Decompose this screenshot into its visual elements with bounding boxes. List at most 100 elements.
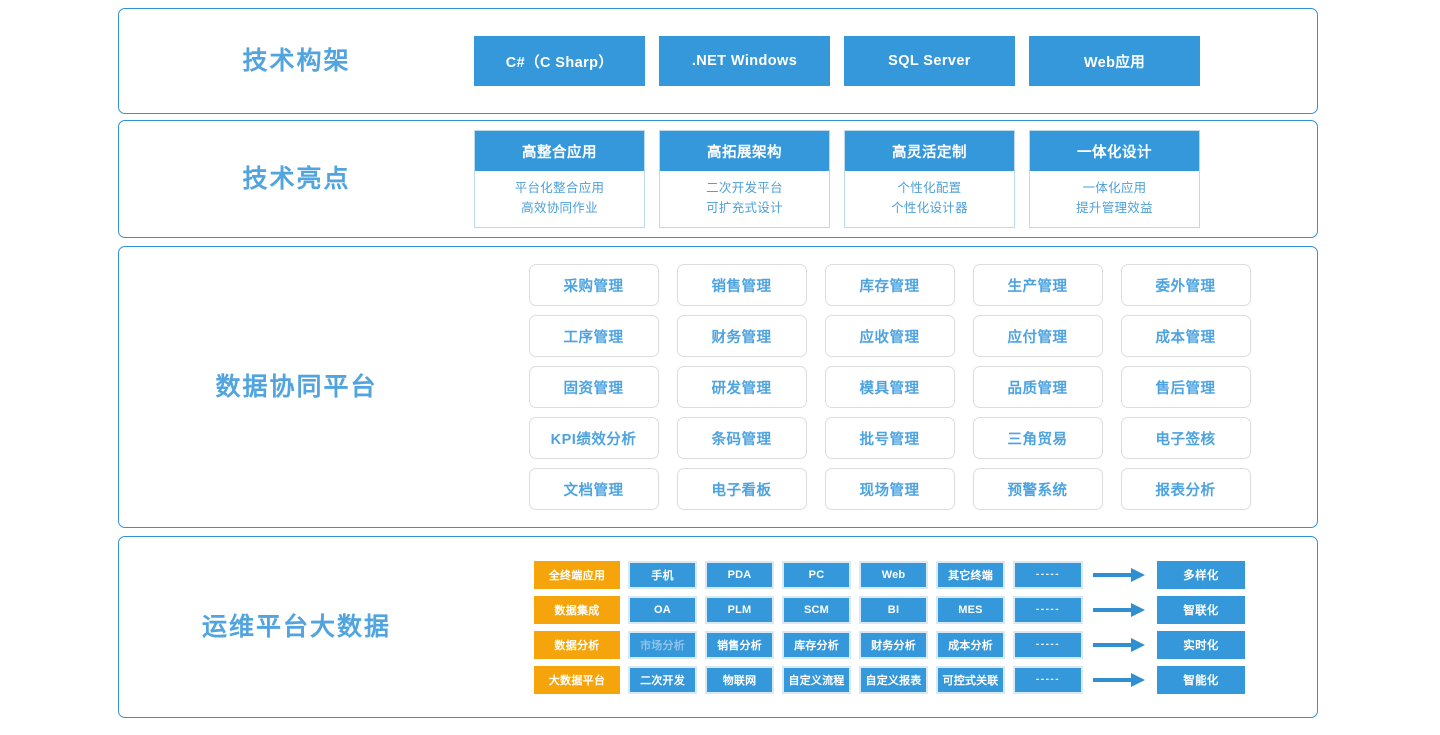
big-data-row: 数据集成 OA PLM SCM BI MES ----- 智联化 [534,595,1245,624]
highlight-card[interactable]: 高整合应用 平台化整合应用 高效协同作业 [474,130,645,228]
section-technical-architecture: 技术构架 C#（C Sharp） .NET Windows SQL Server… [118,8,1318,114]
big-data-grid: 全终端应用 手机 PDA PC Web 其它终端 ----- 多样化 数据集成 [474,560,1317,694]
big-data-outcome[interactable]: 实时化 [1157,630,1245,659]
highlight-card-list: 高整合应用 平台化整合应用 高效协同作业 高拓展架构 二次开发平台 可扩充式设计… [474,130,1317,228]
module-chip[interactable]: 批号管理 [824,417,955,459]
highlight-card-line: 二次开发平台 [706,181,783,195]
highlight-card-head: 高整合应用 [475,131,644,171]
module-row: 工序管理 财务管理 应收管理 应付管理 成本管理 [528,315,1251,357]
big-data-row-label: 大数据平台 [534,665,620,694]
section-title-highlights: 技术亮点 [242,165,351,193]
module-row: 文档管理 电子看板 现场管理 预警系统 报表分析 [528,468,1251,510]
highlight-card[interactable]: 一体化设计 一体化应用 提升管理效益 [1029,130,1200,228]
big-data-row-label: 全终端应用 [534,560,620,589]
module-chip[interactable]: 电子看板 [676,468,807,510]
big-data-cell-more[interactable]: ----- [1013,630,1083,659]
module-chip[interactable]: 固资管理 [528,366,659,408]
module-chip[interactable]: 现场管理 [824,468,955,510]
arrow-right-icon [1091,631,1149,659]
highlight-card-head: 高灵活定制 [845,131,1014,171]
module-row: 固资管理 研发管理 模具管理 品质管理 售后管理 [528,366,1251,408]
big-data-cell[interactable]: BI [859,595,928,624]
module-chip[interactable]: 成本管理 [1120,315,1251,357]
module-chip[interactable]: 售后管理 [1120,366,1251,408]
module-chip[interactable]: 应收管理 [824,315,955,357]
module-chip[interactable]: 报表分析 [1120,468,1251,510]
big-data-cell[interactable]: 自定义报表 [859,665,928,694]
big-data-cell[interactable]: OA [628,595,697,624]
highlight-card[interactable]: 高拓展架构 二次开发平台 可扩充式设计 [659,130,830,228]
big-data-cell-more[interactable]: ----- [1013,560,1083,589]
module-row: KPI绩效分析 条码管理 批号管理 三角贸易 电子签核 [528,417,1251,459]
module-chip[interactable]: KPI绩效分析 [528,417,659,459]
highlight-card-line: 个性化设计器 [891,201,968,215]
highlight-card-line: 平台化整合应用 [514,181,605,195]
module-chip[interactable]: 三角贸易 [972,417,1103,459]
big-data-cell[interactable]: 手机 [628,560,697,589]
module-chip[interactable]: 电子签核 [1120,417,1251,459]
big-data-cell[interactable]: 自定义流程 [782,665,851,694]
big-data-cell[interactable]: 二次开发 [628,665,697,694]
section-data-collaboration-platform: 数据协同平台 采购管理 销售管理 库存管理 生产管理 委外管理 工序管理 财务管… [118,246,1318,528]
module-chip[interactable]: 研发管理 [676,366,807,408]
module-chip[interactable]: 应付管理 [972,315,1103,357]
big-data-outcome[interactable]: 智联化 [1157,595,1245,624]
module-chip[interactable]: 财务管理 [676,315,807,357]
big-data-row-label: 数据集成 [534,595,620,624]
highlight-card-head: 一体化设计 [1030,131,1199,171]
big-data-row: 数据分析 市场分析 销售分析 库存分析 财务分析 成本分析 ----- 实时化 [534,630,1245,659]
highlight-card[interactable]: 高灵活定制 个性化配置 个性化设计器 [844,130,1015,228]
big-data-cell[interactable]: Web [859,560,928,589]
module-chip[interactable]: 品质管理 [972,366,1103,408]
big-data-outcome[interactable]: 多样化 [1157,560,1245,589]
architecture-chip[interactable]: Web应用 [1029,36,1200,86]
big-data-outcome[interactable]: 智能化 [1157,665,1245,694]
section-ops-big-data: 运维平台大数据 全终端应用 手机 PDA PC Web 其它终端 ----- 多… [118,536,1318,718]
big-data-cell[interactable]: MES [936,595,1005,624]
module-row: 采购管理 销售管理 库存管理 生产管理 委外管理 [528,264,1251,306]
section-title-architecture: 技术构架 [242,47,351,75]
big-data-cell[interactable]: 成本分析 [936,630,1005,659]
highlight-card-line: 可扩充式设计 [706,201,783,215]
big-data-cell-more[interactable]: ----- [1013,665,1083,694]
big-data-cell-more[interactable]: ----- [1013,595,1083,624]
big-data-cell[interactable]: 市场分析 [628,630,697,659]
module-chip[interactable]: 销售管理 [676,264,807,306]
architecture-chip[interactable]: SQL Server [844,36,1015,86]
architecture-chip[interactable]: .NET Windows [659,36,830,86]
big-data-cell[interactable]: 可控式关联 [936,665,1005,694]
section-title-big-data: 运维平台大数据 [201,613,391,641]
module-chip[interactable]: 委外管理 [1120,264,1251,306]
module-chip[interactable]: 生产管理 [972,264,1103,306]
big-data-cell[interactable]: 财务分析 [859,630,928,659]
big-data-cell[interactable]: PLM [705,595,774,624]
highlight-card-line: 高效协同作业 [521,201,598,215]
module-chip[interactable]: 工序管理 [528,315,659,357]
highlight-card-body: 一体化应用 提升管理效益 [1030,171,1199,227]
big-data-cell[interactable]: SCM [782,595,851,624]
module-chip[interactable]: 预警系统 [972,468,1103,510]
big-data-cell[interactable]: 库存分析 [782,630,851,659]
architecture-chip[interactable]: C#（C Sharp） [474,36,645,86]
module-chip[interactable]: 采购管理 [528,264,659,306]
module-chip[interactable]: 条码管理 [676,417,807,459]
highlight-card-line: 提升管理效益 [1076,201,1153,215]
module-chip[interactable]: 模具管理 [824,366,955,408]
highlight-card-head: 高拓展架构 [660,131,829,171]
big-data-cell[interactable]: 物联网 [705,665,774,694]
section-technical-highlights: 技术亮点 高整合应用 平台化整合应用 高效协同作业 高拓展架构 二次开发平台 可… [118,120,1318,238]
big-data-cell[interactable]: PDA [705,560,774,589]
arrow-right-icon [1091,666,1149,694]
highlight-card-line: 个性化配置 [897,181,962,195]
big-data-cell[interactable]: 其它终端 [936,560,1005,589]
big-data-cell[interactable]: 销售分析 [705,630,774,659]
highlight-card-body: 二次开发平台 可扩充式设计 [660,171,829,227]
highlight-card-body: 个性化配置 个性化设计器 [845,171,1014,227]
arrow-right-icon [1091,596,1149,624]
module-chip[interactable]: 文档管理 [528,468,659,510]
module-chip[interactable]: 库存管理 [824,264,955,306]
section-title-data-platform: 数据协同平台 [215,373,378,401]
big-data-cell[interactable]: PC [782,560,851,589]
big-data-row: 大数据平台 二次开发 物联网 自定义流程 自定义报表 可控式关联 ----- 智… [534,665,1245,694]
